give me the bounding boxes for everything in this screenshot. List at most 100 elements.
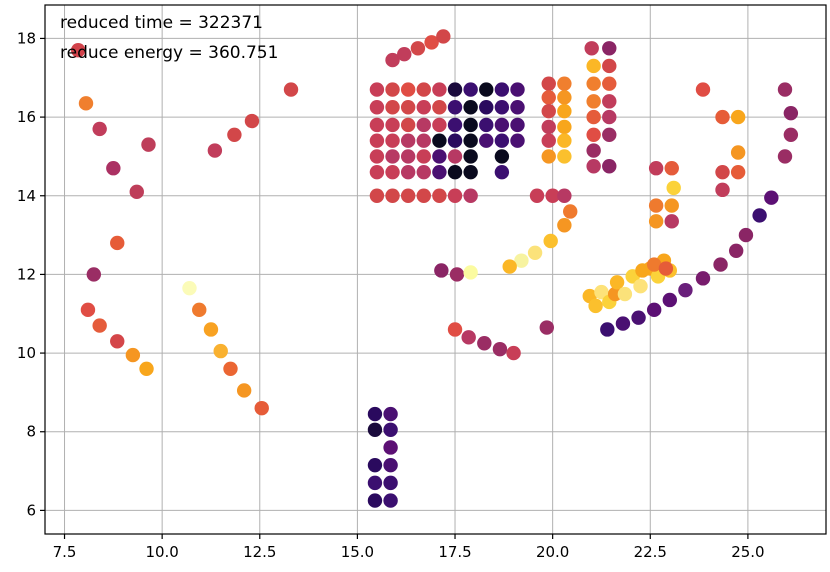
scatter-point (367, 422, 383, 437)
scatter-point (369, 100, 385, 115)
scatter-point (728, 243, 744, 259)
scatter-point (86, 267, 102, 282)
scatter-point (631, 310, 646, 325)
scatter-point (400, 164, 416, 180)
scatter-point (563, 204, 578, 219)
scatter-point (447, 149, 463, 164)
scatter-point (447, 82, 463, 97)
scatter-point (449, 267, 465, 282)
scatter-point (125, 347, 141, 363)
scatter-point (182, 280, 197, 296)
scatter-point (557, 133, 572, 148)
scatter-point (416, 188, 431, 203)
scatter-point (557, 90, 572, 105)
scatter-point (494, 117, 510, 133)
scatter-point (80, 302, 96, 318)
scatter-point (416, 149, 431, 164)
scatter-point (695, 82, 711, 97)
scatter-point (713, 257, 728, 272)
scatter-point (463, 117, 478, 133)
scatter-point (648, 161, 664, 176)
scatter-point (400, 82, 416, 97)
scatter-point (410, 41, 426, 56)
annotation-reduce-energy: reduce energy = 360.751 (60, 43, 278, 63)
scatter-point (662, 292, 677, 308)
scatter-point (648, 198, 664, 213)
scatter-point (777, 82, 793, 97)
scatter-point (588, 298, 603, 314)
scatter-point (70, 43, 86, 58)
scatter-point (494, 149, 510, 164)
y-tick-label: 16 (17, 108, 36, 126)
scatter-point (367, 406, 383, 422)
scatter-point (367, 475, 383, 491)
scatter-point (447, 188, 463, 203)
scatter-point (586, 94, 601, 109)
scatter-point (494, 133, 510, 148)
scatter-point (494, 164, 510, 180)
scatter-point (633, 279, 648, 294)
scatter-point (400, 117, 416, 133)
scatter-point (383, 457, 398, 473)
x-tick-label: 12.5 (243, 543, 276, 561)
scatter-point (385, 133, 400, 148)
scatter-point (424, 35, 439, 50)
scatter-point (617, 286, 633, 302)
scatter-point (463, 133, 478, 148)
x-tick-label: 10.0 (145, 543, 178, 561)
scatter-point (602, 109, 617, 125)
scatter-point (227, 127, 242, 142)
scatter-point (432, 164, 447, 180)
scatter-point (369, 164, 385, 180)
scatter-point (463, 82, 478, 97)
scatter-point (730, 164, 746, 180)
scatter-point (432, 100, 447, 115)
scatter-point (715, 182, 730, 198)
scatter-point (557, 76, 572, 91)
scatter-point (586, 76, 601, 91)
scatter-point (110, 334, 125, 349)
scatter-point (385, 52, 400, 68)
scatter-point (367, 457, 383, 473)
scatter-point (666, 180, 681, 196)
scatter-point (557, 119, 572, 135)
scatter-point (383, 422, 398, 437)
scatter-point (586, 58, 601, 74)
scatter-point (730, 109, 746, 125)
scatter-point (369, 117, 385, 133)
scatter-point (541, 149, 556, 164)
x-tick-label: 7.5 (53, 543, 77, 561)
x-tick-label: 22.5 (634, 543, 667, 561)
scatter-point (400, 133, 416, 148)
scatter-point (416, 100, 431, 115)
scatter-point (436, 29, 451, 44)
scatter-point (369, 82, 385, 97)
scatter-point (236, 383, 252, 398)
x-tick-label: 20.0 (536, 543, 569, 561)
scatter-point (678, 282, 693, 298)
scatter-point (479, 117, 494, 133)
scatter-point (586, 109, 601, 125)
scatter-point (397, 46, 412, 62)
scatter-point (383, 493, 398, 508)
scatter-point (602, 58, 617, 74)
scatter-point (510, 133, 525, 148)
scatter-point (369, 133, 385, 148)
scatter-point (385, 188, 400, 203)
plot-frame (44, 4, 827, 535)
y-tick-label: 10 (17, 344, 36, 362)
y-tick-label: 6 (26, 501, 36, 519)
scatter-point (527, 245, 543, 260)
scatter-point (463, 188, 478, 203)
scatter-point (658, 261, 674, 276)
scatter-point (447, 100, 463, 115)
scatter-point (514, 253, 529, 268)
scatter-point (510, 100, 525, 115)
scatter-point (777, 149, 793, 164)
annotation-reduced-time: reduced time = 322371 (60, 13, 263, 33)
scatter-point (479, 82, 494, 97)
scatter-point (141, 137, 156, 152)
scatter-point (385, 149, 400, 164)
